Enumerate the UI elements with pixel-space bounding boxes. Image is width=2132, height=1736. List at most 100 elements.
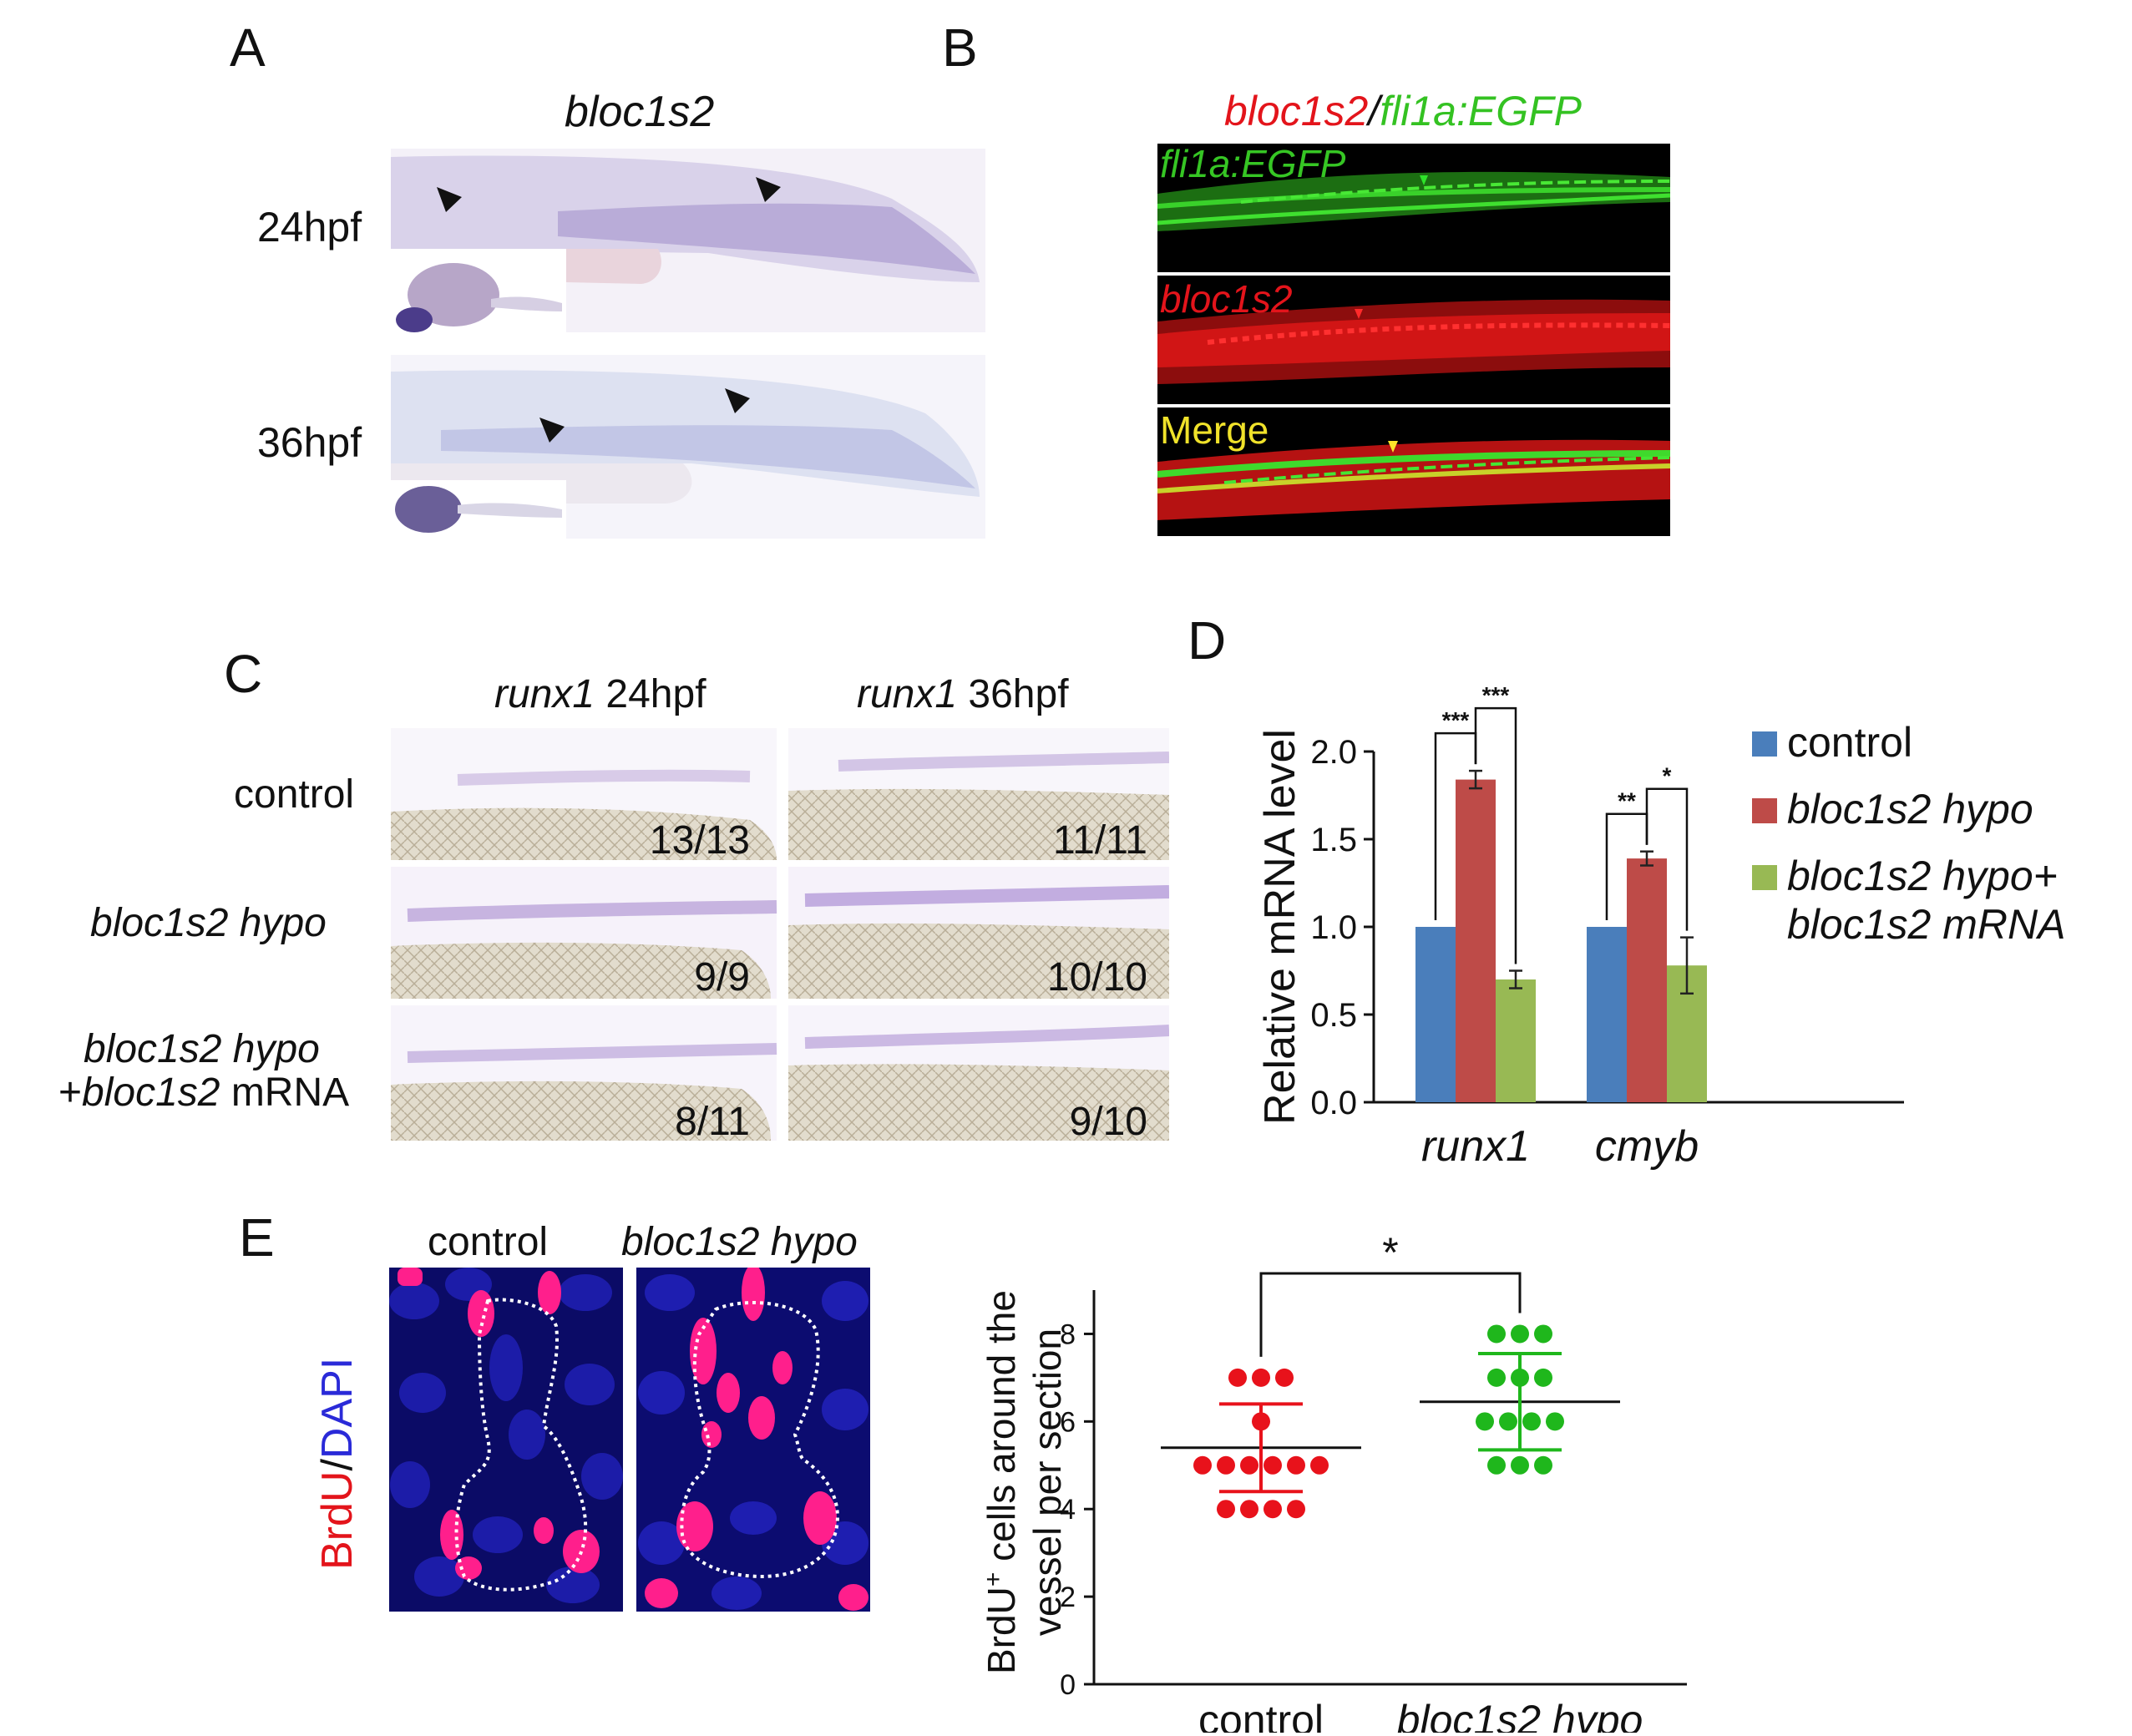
data-point-control — [1193, 1455, 1212, 1475]
bar-cmyb-1 — [1627, 858, 1667, 1102]
panel-c-col-gene-24: runx1 — [494, 672, 595, 716]
panel-e-side-label: BrdU/DAPI — [312, 1358, 362, 1570]
x-tick-label: runx1 — [1421, 1122, 1530, 1171]
y-tick-label: 2.0 — [1310, 734, 1357, 771]
legend-label: bloc1s2 mRNA — [1787, 901, 2065, 948]
panel-label-e: E — [239, 1207, 275, 1268]
x-tick-label: cmyb — [1595, 1122, 1699, 1171]
data-point-control — [1275, 1368, 1294, 1387]
panel-c-col-stage-36: 36hpf — [957, 672, 1069, 716]
data-point-bloc1s2-hypo — [1546, 1412, 1564, 1431]
data-point-bloc1s2-hypo — [1476, 1412, 1494, 1431]
data-point-bloc1s2-hypo — [1511, 1455, 1529, 1475]
x-tick-label: bloc1s2 hypo — [1397, 1697, 1643, 1733]
data-point-control — [1287, 1500, 1305, 1519]
y-axis-label: Relative mRNA level — [1256, 729, 1304, 1125]
panel-c-row-hypo: bloc1s2 hypo — [90, 901, 327, 945]
chart-e: 0 2 4 6 8 BrdU+ cells around the vessel per se… — [980, 1229, 1687, 1733]
y-tick-label: 6 — [1060, 1406, 1076, 1438]
y-tick-label: 1.0 — [1310, 909, 1357, 946]
panel-b-image-bloc1s2 — [1157, 276, 1670, 404]
panel-e-image-control — [389, 1268, 623, 1612]
significance-bracket — [1474, 706, 1517, 964]
panel-c-rescue-gene: bloc1s2 — [82, 1070, 220, 1115]
panel-c-col-gene-36: runx1 — [857, 672, 958, 716]
panel-e-side-label-sep: / — [313, 1459, 362, 1471]
panel-a-row-24hpf: 24hpf — [257, 204, 362, 251]
panel-c-count-r2c2: 10/10 — [1047, 955, 1147, 1000]
data-point-bloc1s2-hypo — [1534, 1324, 1552, 1344]
data-point-control — [1252, 1368, 1270, 1387]
y-axis-label-line2: vessel per section — [1025, 1329, 1069, 1636]
panel-c-image-grid: 13/13 11/11 9/9 10/10 8/11 9/10 — [391, 728, 1169, 1142]
panel-c-count-r1c1: 13/13 — [650, 818, 750, 863]
panel-b-title-sep: / — [1368, 88, 1380, 134]
panel-c-count-r2c1: 9/9 — [694, 955, 750, 1000]
y-tick-label: 0.0 — [1310, 1085, 1357, 1121]
panel-b-label-egfp: fli1a:EGFP — [1160, 142, 1346, 185]
legend-label: bloc1s2 hypo+ — [1787, 853, 2058, 899]
significance-stars: * — [1382, 1229, 1398, 1276]
panel-a-row-36hpf: 36hpf — [257, 419, 362, 466]
panel-b-label-merge: Merge — [1160, 408, 1269, 452]
panel-a-image-36hpf — [391, 355, 985, 539]
data-point-bloc1s2-hypo — [1534, 1455, 1552, 1475]
panel-c-col-stage-24: 24hpf — [595, 672, 706, 716]
panel-b-title: bloc1s2/fli1a:EGFP — [1224, 90, 1582, 132]
y-tick-label: 8 — [1060, 1318, 1076, 1350]
panel-b-image-merge — [1157, 407, 1670, 536]
data-point-bloc1s2-hypo — [1487, 1368, 1506, 1387]
arrowhead-icon — [1420, 175, 1428, 185]
y-tick-label: 0.5 — [1310, 997, 1357, 1034]
panel-a-title: bloc1s2 — [565, 88, 715, 136]
data-point-bloc1s2-hypo — [1487, 1455, 1506, 1475]
data-point-control — [1264, 1455, 1282, 1475]
panel-c-count-r1c2: 11/11 — [1053, 818, 1147, 863]
panel-b-title-green: fli1a:EGFP — [1380, 88, 1582, 134]
panel-c-count-r3c1: 8/11 — [675, 1100, 750, 1142]
data-point-control — [1264, 1500, 1282, 1519]
legend-swatch — [1752, 798, 1777, 823]
significance-bracket — [1259, 1272, 1522, 1357]
bar-runx1-0 — [1415, 927, 1456, 1102]
y-tick-label: 0 — [1060, 1669, 1076, 1701]
panel-label-d: D — [1188, 610, 1227, 671]
data-point-control — [1287, 1455, 1305, 1475]
legend-swatch — [1752, 865, 1777, 890]
panel-c-count-r3c2: 9/10 — [1070, 1100, 1147, 1142]
panel-b-title-red: bloc1s2 — [1224, 88, 1369, 134]
legend-label: control — [1787, 719, 1912, 766]
data-point-control — [1240, 1500, 1258, 1519]
y-axis-label-line1: BrdU+ cells around the — [980, 1290, 1024, 1674]
data-point-control — [1310, 1455, 1329, 1475]
arrowhead-icon — [1355, 309, 1363, 319]
panel-label-c: C — [224, 644, 263, 704]
data-point-bloc1s2-hypo — [1522, 1412, 1541, 1431]
panel-label-b: B — [942, 18, 978, 78]
panel-e-side-label-dapi: DAPI — [313, 1357, 362, 1460]
significance-stars: *** — [1442, 707, 1470, 733]
panel-c-row-rescue-line2: +bloc1s2 mRNA — [58, 1073, 349, 1113]
panel-label-a: A — [230, 18, 266, 78]
significance-bracket — [1645, 787, 1689, 931]
y-tick-label: 4 — [1060, 1494, 1076, 1526]
y-tick-label: 2 — [1060, 1582, 1076, 1613]
data-point-control — [1217, 1455, 1235, 1475]
panel-b-label-bloc1s2: bloc1s2 — [1160, 277, 1293, 321]
arrowhead-icon — [756, 177, 781, 202]
significance-stars: * — [1663, 763, 1672, 789]
panel-b-image-egfp — [1157, 144, 1670, 272]
data-point-bloc1s2-hypo — [1534, 1368, 1552, 1387]
legend-swatch — [1752, 731, 1777, 757]
panel-c-col-header-24hpf: runx1 24hpf — [494, 675, 706, 715]
arrowhead-icon — [539, 418, 565, 443]
panel-c-row-control: control — [234, 772, 355, 817]
arrowhead-icon — [437, 187, 462, 212]
panel-e-image-hypo — [636, 1268, 870, 1612]
data-point-bloc1s2-hypo — [1511, 1324, 1529, 1344]
bar-runx1-2 — [1496, 979, 1536, 1102]
panel-e-image-title-hypo: bloc1s2 hypo — [621, 1220, 858, 1264]
x-tick-label: control — [1198, 1697, 1324, 1733]
bar-runx1-1 — [1456, 779, 1496, 1102]
